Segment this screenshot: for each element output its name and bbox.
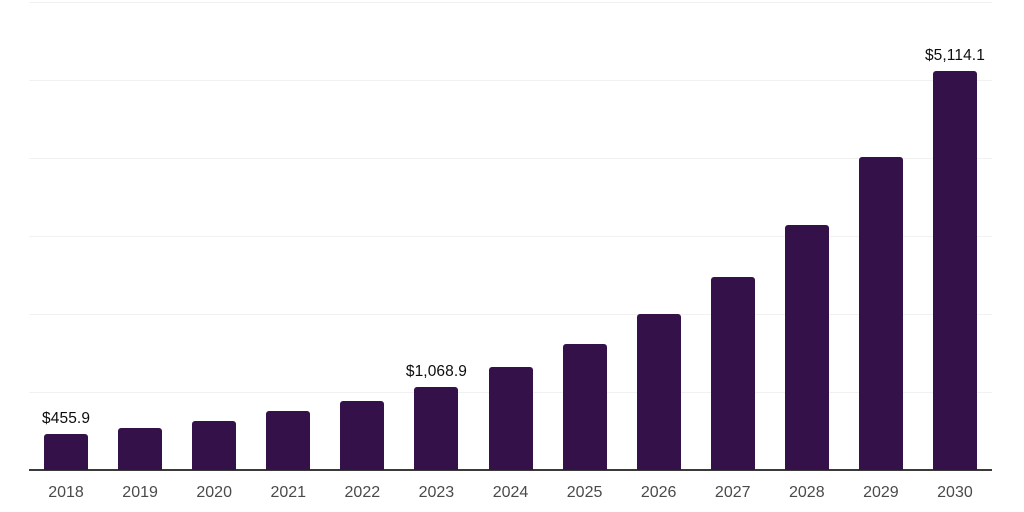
bar-2018 [44, 434, 89, 470]
bar-2022 [340, 400, 385, 470]
bar-2023 [414, 386, 459, 470]
x-tick-label-2023: 2023 [418, 484, 455, 501]
bar-2029 [858, 157, 903, 470]
bar-2019 [118, 427, 163, 470]
bar-2021 [266, 410, 311, 470]
x-tick-label-2029: 2029 [863, 484, 899, 501]
bar-2025 [562, 344, 607, 470]
plot-area: $455.9 $1,068.9 $5,114.1 [29, 2, 992, 471]
x-axis-line [29, 469, 992, 471]
gridline [29, 236, 992, 237]
x-tick-label-2019: 2019 [122, 484, 158, 501]
x-tick-label-2022: 2022 [344, 484, 381, 501]
bar-2028 [784, 225, 829, 470]
gridline [29, 158, 992, 159]
bar-value-label-2018: $455.9 [42, 410, 91, 428]
x-tick-label-2020: 2020 [196, 484, 232, 501]
x-tick-label-2028: 2028 [789, 484, 825, 501]
x-tick-label-2018: 2018 [48, 484, 84, 501]
gridline [29, 80, 992, 81]
x-tick-label-2024: 2024 [492, 484, 529, 501]
bar-2027 [710, 276, 755, 470]
gridline [29, 2, 992, 3]
bar-2024 [488, 367, 533, 470]
x-tick-label-2030: 2030 [937, 484, 973, 501]
gridline [29, 314, 992, 315]
bar-value-label-2023: $1,068.9 [405, 362, 467, 380]
x-tick-label-2021: 2021 [270, 484, 307, 501]
bar-2020 [192, 420, 237, 470]
bar-value-label-2030: $5,114.1 [924, 47, 985, 65]
x-tick-label-2026: 2026 [640, 484, 677, 501]
bar-2026 [636, 314, 681, 470]
x-tick-label-2025: 2025 [566, 484, 603, 501]
bar-2030 [932, 71, 977, 470]
x-tick-label-2027: 2027 [714, 484, 751, 501]
x-axis-ticks: 2018 2019 2020 2021 2022 2023 2024 2025 2026 2027… [29, 483, 992, 505]
